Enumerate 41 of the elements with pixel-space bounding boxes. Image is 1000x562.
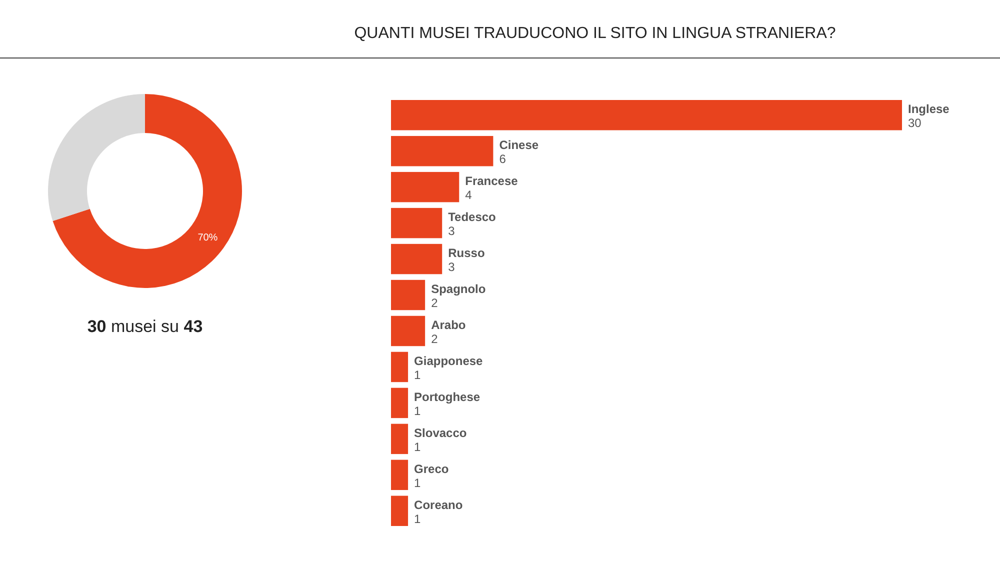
y-tick-label: Slovacco (414, 426, 467, 440)
data-label: 1 (414, 476, 422, 490)
bar (391, 424, 408, 454)
y-tick-label: Arabo (431, 318, 466, 332)
bar (391, 316, 426, 346)
donut-slice (52, 94, 242, 288)
y-tick-label: Tedesco (448, 210, 496, 224)
data-label: 2 (431, 296, 438, 310)
y-tick-label: Spagnolo (431, 282, 486, 296)
data-label: 6 (499, 152, 506, 166)
donut-slice (48, 94, 145, 221)
data-label: 1 (414, 440, 422, 454)
bar (391, 172, 460, 202)
data-label: 3 (448, 260, 456, 274)
y-tick-label: Russo (448, 246, 485, 260)
y-tick-label: Giapponese (414, 354, 484, 368)
bar (391, 136, 494, 166)
bar (391, 100, 902, 130)
y-tick-label: Portoghese (414, 390, 480, 404)
chart-title: QUANTI MUSEI TRAUDUCONO IL SITO IN LINGUA STRANIERA? (354, 25, 836, 42)
y-tick-label: Inglese (908, 102, 950, 116)
bar (391, 352, 408, 382)
data-label: 1 (414, 404, 422, 418)
y-tick-label: Francese (465, 174, 518, 188)
bar (391, 388, 408, 418)
data-label: 70% (198, 232, 218, 244)
bar (391, 460, 408, 490)
bar (391, 280, 426, 310)
y-tick-label: Greco (414, 462, 449, 476)
data-label: 30 (908, 116, 922, 130)
data-label: 2 (431, 332, 438, 346)
bar (391, 208, 442, 238)
y-tick-label: Cinese (499, 138, 539, 152)
bar (391, 496, 408, 526)
data-label: 1 (414, 512, 422, 526)
data-label: 4 (465, 188, 472, 202)
y-tick-label: Coreano (414, 498, 463, 512)
data-label: 1 (414, 368, 422, 382)
text: 30 musei su 43 (87, 317, 203, 336)
data-label: 3 (448, 224, 456, 238)
bar (391, 244, 442, 274)
